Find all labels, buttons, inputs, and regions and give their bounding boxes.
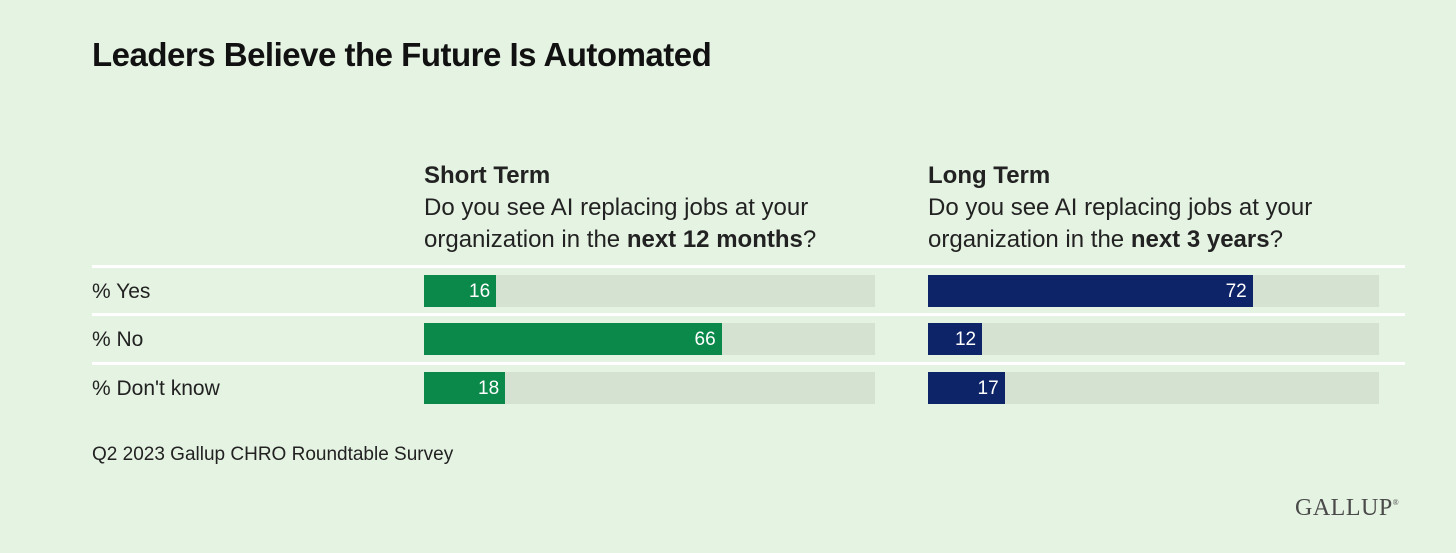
short-term-question-text: Do you see AI replacing jobs at your org… xyxy=(424,194,809,253)
short-term-bar-dont-know: 18 xyxy=(424,372,506,404)
long-term-track-dont-know: 17 xyxy=(928,372,1379,404)
row-label-yes: % Yes xyxy=(92,280,151,303)
short-term-track-no: 66 xyxy=(424,323,875,355)
long-term-header: Long Term Do you see AI replacing jobs a… xyxy=(928,160,1398,256)
long-term-label: Long Term xyxy=(928,162,1051,189)
long-term-question-end: ? xyxy=(1269,226,1283,253)
gallup-logo-text: GALLUP xyxy=(1295,495,1393,521)
short-term-track-dont-know: 18 xyxy=(424,372,875,404)
short-term-bar-yes: 16 xyxy=(424,275,497,307)
short-term-track-yes: 16 xyxy=(424,275,875,307)
row-label-dont-know: % Don't know xyxy=(92,377,220,400)
short-term-question-emphasis: next 12 months xyxy=(626,226,803,253)
long-term-bar-yes: 72 xyxy=(928,275,1253,307)
long-term-question-text: Do you see AI replacing jobs at your org… xyxy=(928,194,1313,253)
row-divider xyxy=(92,313,1405,316)
row-divider xyxy=(92,265,1405,268)
gallup-logo: GALLUP® xyxy=(1295,495,1400,521)
chart-title: Leaders Believe the Future Is Automated xyxy=(92,36,712,73)
long-term-bar-no: 12 xyxy=(928,323,983,355)
short-term-bar-no: 66 xyxy=(424,323,722,355)
short-term-question-end: ? xyxy=(802,226,817,253)
short-term-header: Short Term Do you see AI replacing jobs … xyxy=(424,160,894,256)
long-term-track-no: 12 xyxy=(928,323,1379,355)
long-term-track-yes: 72 xyxy=(928,275,1379,307)
long-term-bar-dont-know: 17 xyxy=(928,372,1005,404)
row-divider xyxy=(92,362,1405,365)
long-term-question-emphasis: next 3 years xyxy=(1130,226,1270,253)
row-label-no: % No xyxy=(92,328,144,351)
source-note: Q2 2023 Gallup CHRO Roundtable Survey xyxy=(92,444,454,465)
short-term-label: Short Term xyxy=(424,162,551,189)
